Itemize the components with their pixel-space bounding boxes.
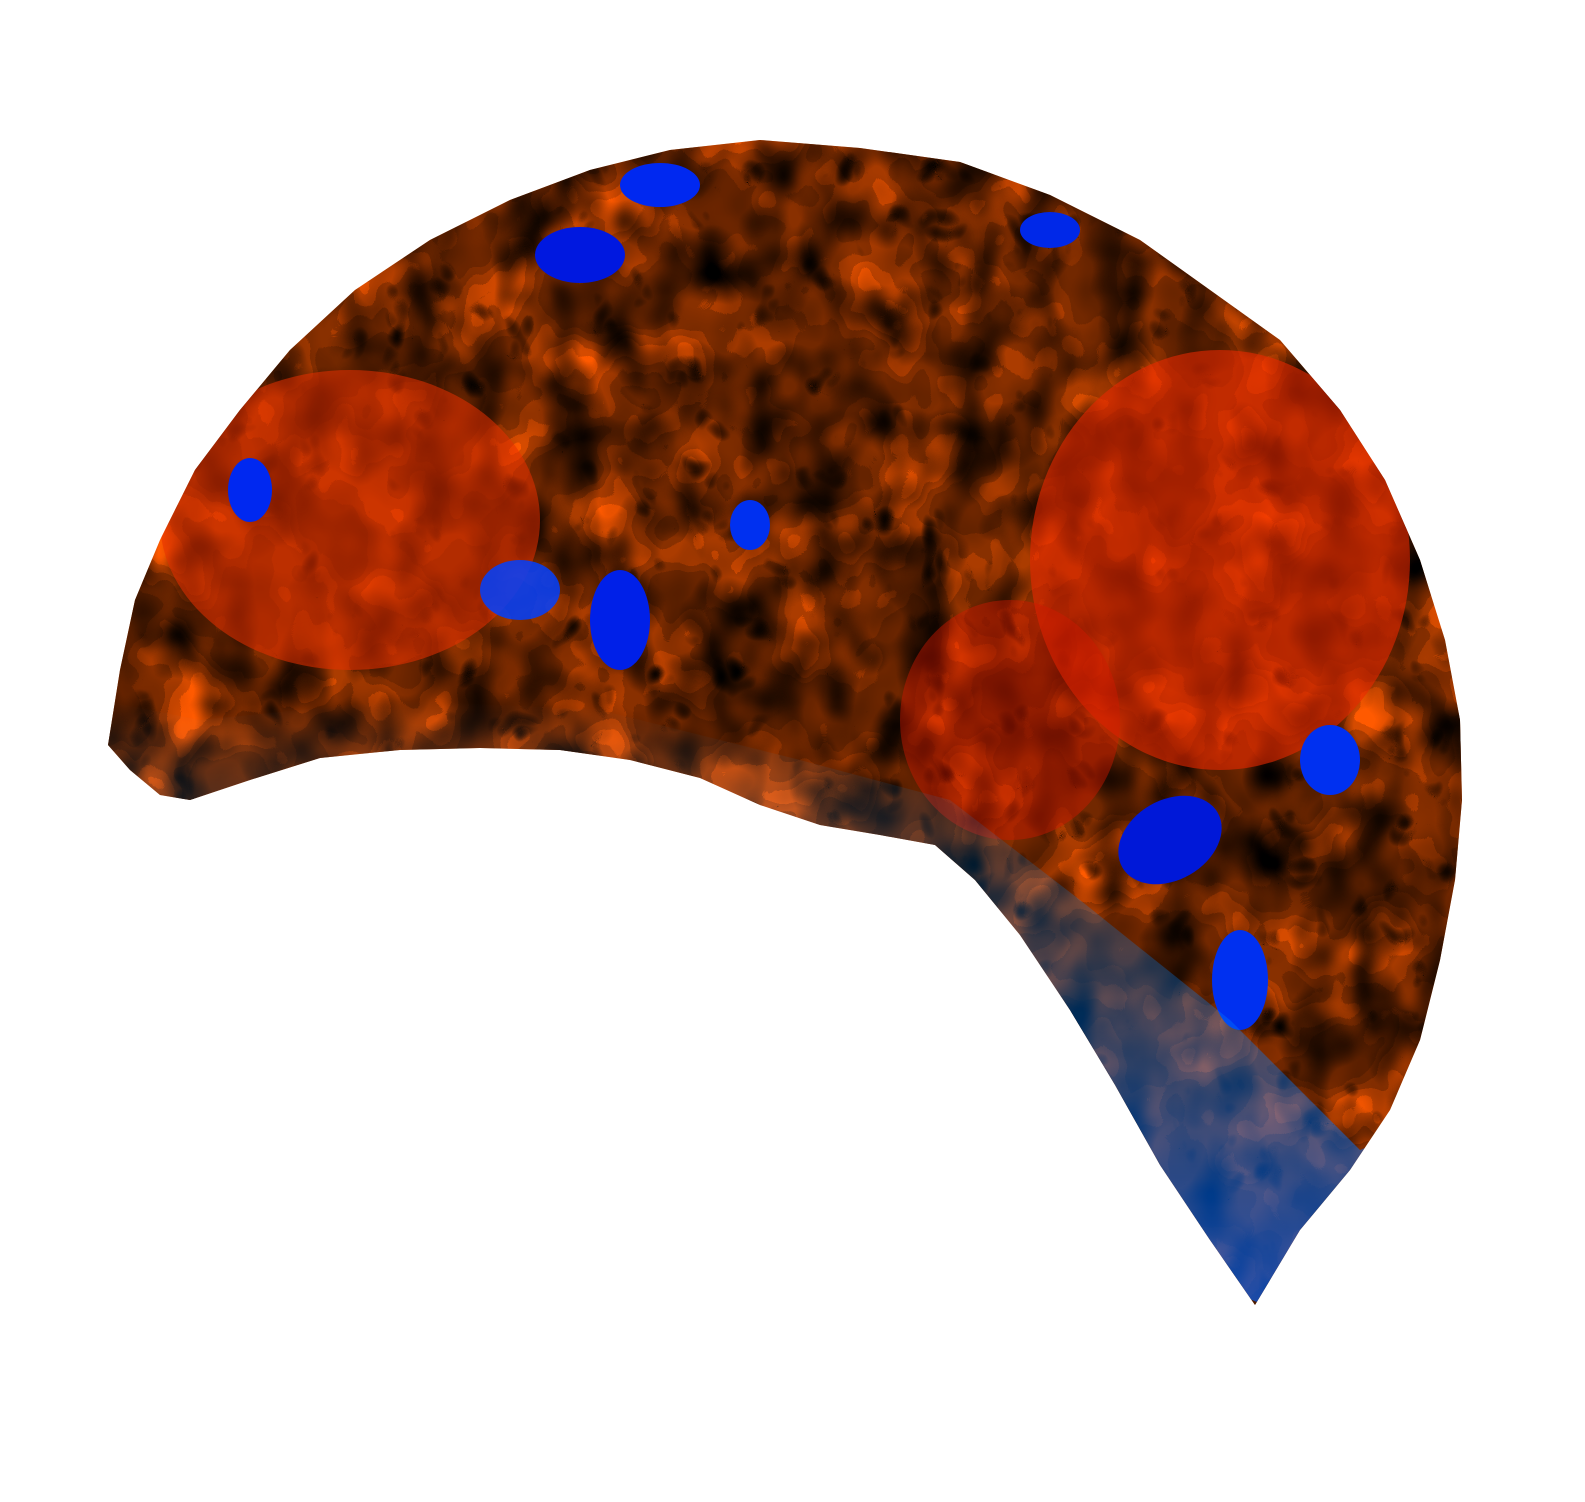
- image-canvas: [108, 140, 1462, 1305]
- surface-fill: [108, 140, 1462, 1305]
- colormap-surface: [108, 140, 1462, 1305]
